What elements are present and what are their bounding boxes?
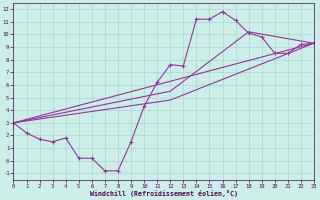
- X-axis label: Windchill (Refroidissement éolien,°C): Windchill (Refroidissement éolien,°C): [90, 190, 238, 197]
